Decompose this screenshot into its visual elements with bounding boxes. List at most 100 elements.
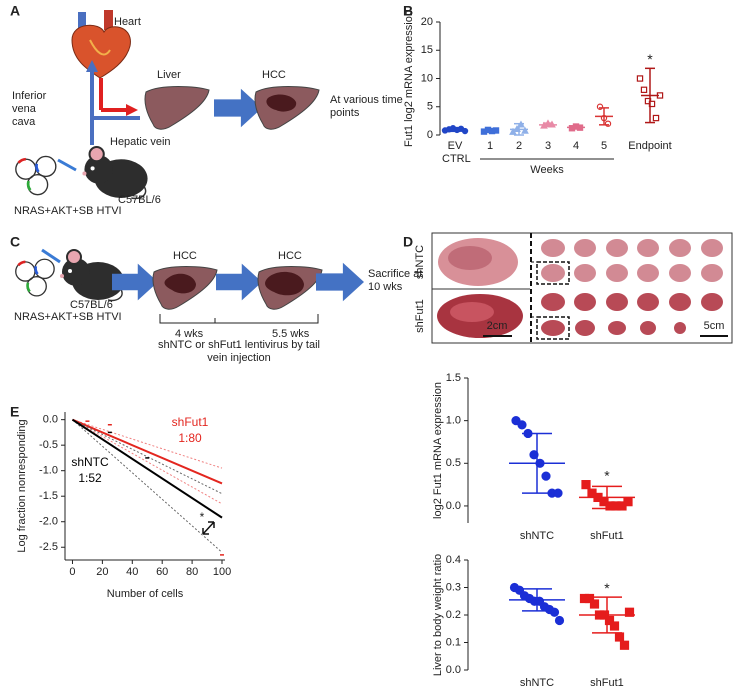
syringe bbox=[57, 158, 77, 172]
ci-line bbox=[72, 419, 223, 553]
series-label: shFut1 bbox=[172, 415, 209, 429]
panel-label: C bbox=[10, 234, 20, 250]
tumor-label: HCC bbox=[262, 69, 286, 81]
fit-line bbox=[71, 418, 223, 519]
data-point bbox=[619, 640, 630, 650]
series-label: shNTC bbox=[71, 455, 109, 469]
x-tick-label: 5 bbox=[600, 140, 608, 152]
y-axis-label: Log fraction nonresponding bbox=[16, 419, 28, 552]
data-point bbox=[609, 621, 620, 631]
time-label: 5.5 wks bbox=[272, 328, 310, 340]
ci-line bbox=[72, 419, 223, 505]
y-tick-label: -0.5 bbox=[39, 439, 58, 451]
injection-label: NRAS+AKT+SB HTVI bbox=[14, 205, 122, 217]
arrowhead bbox=[126, 104, 138, 116]
bracket bbox=[159, 314, 319, 324]
photo-panel bbox=[431, 232, 733, 344]
data-point bbox=[604, 615, 615, 626]
y-tick-label: -1.5 bbox=[39, 490, 58, 502]
plasmids bbox=[14, 155, 58, 197]
data-point bbox=[652, 114, 660, 122]
liver-label: Liver bbox=[157, 69, 181, 81]
data-point bbox=[554, 615, 565, 626]
tumor-label: HCC bbox=[173, 250, 197, 262]
x-tick-label: shNTC bbox=[519, 530, 555, 542]
data-point bbox=[584, 593, 595, 604]
panel-label: A bbox=[10, 3, 20, 19]
strain-label: C57BL/6 bbox=[118, 194, 161, 206]
row-label: shNTC bbox=[414, 245, 426, 279]
x-tick-label: shNTC bbox=[519, 677, 555, 689]
y-tick-label: 20 bbox=[421, 16, 433, 28]
data-point bbox=[514, 585, 525, 595]
data-point bbox=[517, 420, 527, 430]
data-point bbox=[636, 75, 644, 82]
endpoint-label: Sacrifice at 10 wks bbox=[368, 268, 423, 293]
liver bbox=[144, 85, 210, 130]
y-tick-label: 0.1 bbox=[446, 636, 461, 648]
y-tick-label: -2.0 bbox=[39, 516, 58, 528]
y-tick-label: 0.0 bbox=[43, 414, 58, 426]
x-tick-label: 100 bbox=[213, 566, 231, 578]
tumor-label: HCC bbox=[278, 250, 302, 262]
comparison-arrow bbox=[202, 521, 215, 535]
plasmids bbox=[14, 258, 56, 298]
heart-label: Heart bbox=[114, 16, 141, 28]
y-axis-label: Fut1 log2 mRNA expression bbox=[403, 10, 415, 147]
data-point bbox=[623, 497, 633, 507]
significance: * bbox=[200, 510, 205, 524]
data-point bbox=[549, 607, 560, 617]
series-annotation: 1:80 bbox=[178, 431, 202, 445]
fit-line bbox=[72, 418, 223, 485]
treatment-label: shNTC or shFut1 lentivirus by tail vein … bbox=[158, 339, 320, 364]
data-point bbox=[581, 480, 591, 490]
syringe bbox=[41, 248, 61, 264]
arrowhead bbox=[86, 60, 98, 72]
x-tick-label: 2 bbox=[515, 140, 523, 152]
y-tick-label: 0.4 bbox=[446, 554, 461, 566]
y-tick-label: 5 bbox=[427, 101, 433, 113]
x-tick-label: 20 bbox=[96, 566, 108, 578]
x-tick-label: 1 bbox=[486, 140, 494, 152]
y-axis-label: log2 Fut1 mRNA expression bbox=[432, 382, 444, 519]
x-tick-label: 0 bbox=[69, 566, 75, 578]
y-tick-label: 1.5 bbox=[446, 372, 461, 384]
y-tick-label: 1.0 bbox=[446, 415, 461, 427]
y-tick-label: -1.0 bbox=[39, 465, 58, 477]
data-point bbox=[529, 450, 539, 460]
flow-arrow bbox=[214, 88, 262, 128]
vein-label: Inferior vena cava bbox=[12, 90, 47, 128]
data-point bbox=[553, 488, 563, 498]
x-tick-label: Endpoint bbox=[628, 140, 672, 152]
x-tick-label: 60 bbox=[156, 566, 168, 578]
tumor bbox=[265, 271, 304, 296]
data-point bbox=[541, 471, 551, 481]
data-point bbox=[614, 632, 625, 642]
y-axis-label: Liver to body weight ratio bbox=[432, 554, 444, 676]
x-tick-label: EV CTRL bbox=[442, 140, 471, 165]
x-tick-label: 3 bbox=[544, 140, 552, 152]
row-label: shFut1 bbox=[414, 299, 426, 333]
y-tick-label: 0.0 bbox=[446, 500, 461, 512]
data-point bbox=[521, 126, 529, 134]
y-tick-label: 10 bbox=[421, 72, 433, 84]
group-label: Weeks bbox=[530, 164, 564, 176]
panel-label: E bbox=[10, 404, 19, 420]
flow-arrow bbox=[316, 262, 364, 302]
significance: * bbox=[604, 467, 610, 483]
flow-arrow bbox=[112, 263, 158, 301]
y-tick-label: 0.3 bbox=[446, 581, 461, 593]
significance: * bbox=[647, 51, 653, 67]
x-tick-label: 40 bbox=[126, 566, 138, 578]
scale-label: 5cm bbox=[704, 320, 725, 332]
y-tick-label: 0 bbox=[427, 129, 433, 141]
x-tick-label: 80 bbox=[186, 566, 198, 578]
x-tick-label: 4 bbox=[572, 140, 580, 152]
significance: * bbox=[604, 580, 610, 596]
y-tick-label: -2.5 bbox=[39, 541, 58, 553]
x-tick-label: shFut1 bbox=[590, 677, 624, 689]
tumor bbox=[164, 273, 196, 294]
data-point bbox=[640, 86, 648, 93]
